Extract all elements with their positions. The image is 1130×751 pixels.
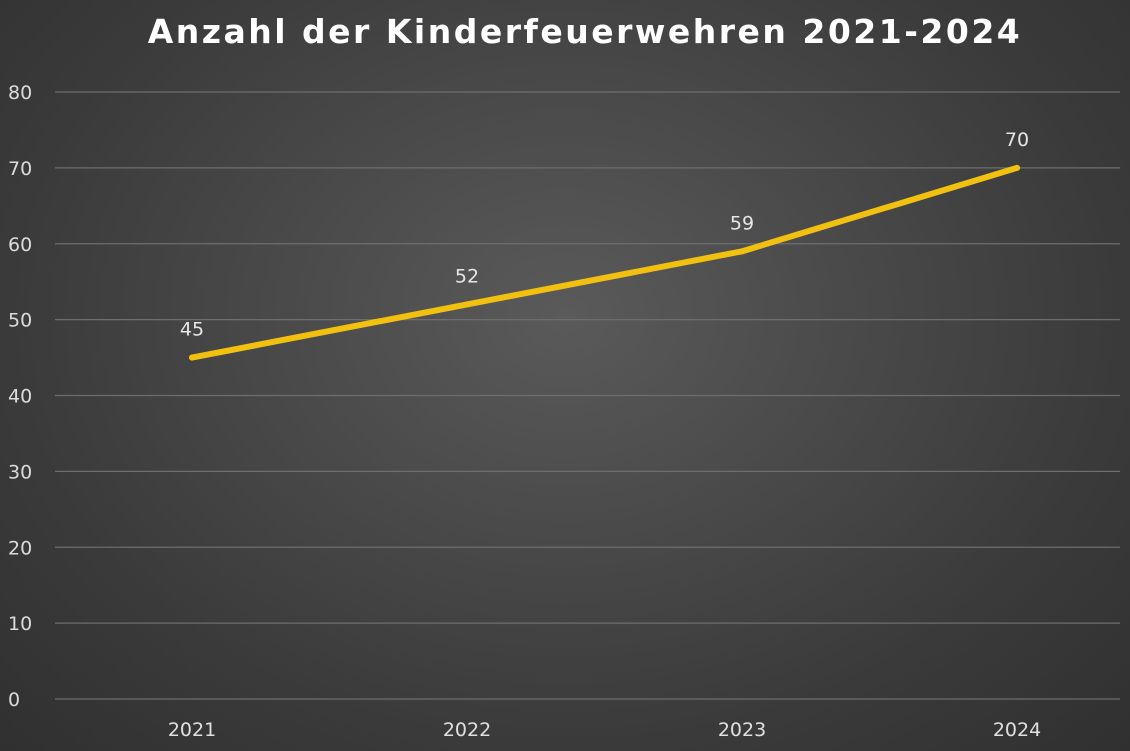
- data-point: [464, 301, 470, 308]
- data-label: 52: [455, 265, 479, 287]
- data-label: 45: [180, 319, 204, 341]
- data-point: [1014, 164, 1020, 171]
- x-tick-label: 2023: [718, 719, 766, 741]
- y-tick-label: 10: [8, 613, 32, 635]
- gridlines: [55, 91, 1120, 700]
- x-tick-label: 2021: [168, 719, 216, 741]
- y-axis-ticks: 0 10 20 30 40 50 60 70 80: [8, 82, 32, 711]
- data-label: 70: [1005, 129, 1029, 151]
- chart-title: Anzahl der Kinderfeuerwehren 2021-2024: [147, 12, 1023, 51]
- y-tick-label: 40: [8, 386, 32, 408]
- x-tick-label: 2024: [993, 719, 1041, 741]
- series-lines: [189, 164, 1020, 361]
- series-line: [189, 164, 1020, 361]
- y-tick-label: 20: [8, 537, 32, 559]
- y-tick-label: 80: [8, 82, 32, 104]
- x-axis-ticks: 2021 2022 2023 2024: [168, 719, 1041, 741]
- y-tick-label: 30: [8, 461, 32, 483]
- data-point: [739, 248, 745, 255]
- data-labels: 45 52 59 70: [180, 129, 1029, 341]
- x-tick-label: 2022: [443, 719, 491, 741]
- data-label: 59: [730, 212, 754, 234]
- y-tick-label: 0: [8, 689, 20, 711]
- y-tick-label: 50: [8, 310, 32, 332]
- y-tick-label: 70: [8, 158, 32, 180]
- y-tick-label: 60: [8, 234, 32, 256]
- data-point: [189, 354, 195, 361]
